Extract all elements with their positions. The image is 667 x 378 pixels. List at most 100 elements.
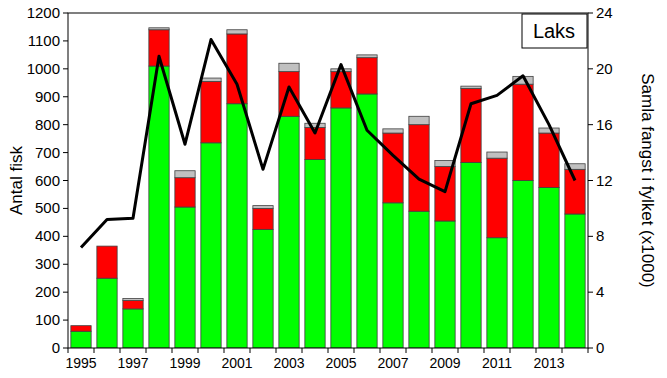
y-tick-label: 800 (35, 116, 60, 133)
bar-segment (227, 34, 247, 104)
y-tick (63, 264, 68, 265)
y2-tick-label: 12 (596, 172, 613, 189)
bar-segment (409, 125, 429, 212)
y2-tick-label: 20 (596, 60, 613, 77)
bar-segment (435, 221, 455, 348)
bar-segment (305, 160, 325, 348)
y2-tick (588, 348, 593, 349)
y2-tick-label: 0 (596, 339, 604, 356)
x-tick (562, 348, 563, 353)
x-tick (302, 348, 303, 353)
y-tick-label: 300 (35, 255, 60, 272)
x-tick-label: 1995 (65, 355, 96, 371)
y-tick-label: 1200 (27, 4, 60, 21)
bar-segment (409, 116, 429, 124)
bar-segment (357, 58, 377, 94)
y-tick (63, 348, 68, 349)
bar-segment (253, 229, 273, 348)
bar-segment (201, 81, 221, 142)
x-tick-label: 2003 (273, 355, 304, 371)
x-tick-label: 1999 (169, 355, 200, 371)
bar-segment (357, 55, 377, 58)
bar-segment (97, 246, 117, 278)
x-tick (120, 348, 121, 353)
bar-segment (227, 30, 247, 34)
x-tick (354, 348, 355, 353)
y-axis-label: Antal fisk (7, 146, 26, 215)
y-tick (63, 13, 68, 14)
y-tick-label: 900 (35, 88, 60, 105)
y-tick-label: 200 (35, 283, 60, 300)
y-tick-label: 0 (52, 339, 60, 356)
line (81, 40, 575, 248)
bar-segment (565, 214, 585, 348)
bar-segment (149, 28, 169, 30)
y2-tick (588, 124, 593, 125)
y-tick-label: 500 (35, 199, 60, 216)
y-tick-label: 1100 (28, 32, 60, 49)
bar-segment (383, 203, 403, 348)
x-tick (588, 348, 589, 353)
x-tick (328, 348, 329, 353)
y-tick (63, 292, 68, 293)
x-tick (458, 348, 459, 353)
bar-segment (71, 325, 91, 326)
bar-segment (175, 207, 195, 348)
x-tick (94, 348, 95, 353)
x-tick (536, 348, 537, 353)
bar-segment (383, 129, 403, 133)
x-tick (380, 348, 381, 353)
bar-segment (539, 128, 559, 133)
x-tick (198, 348, 199, 353)
y-tick-label: 700 (35, 144, 60, 161)
x-tick-label: 2009 (429, 355, 460, 371)
x-tick-label: 1997 (117, 355, 148, 371)
y-tick-label: 1000 (27, 60, 60, 77)
x-tick (172, 348, 173, 353)
y2-tick-label: 4 (596, 283, 604, 300)
y-tick (63, 320, 68, 321)
x-tick (276, 348, 277, 353)
y2-tick (588, 292, 593, 293)
y-tick (63, 40, 68, 41)
x-tick-label: 2005 (325, 355, 356, 371)
bar-segment (383, 133, 403, 203)
y2-tick (588, 180, 593, 181)
y-tick (63, 68, 68, 69)
x-tick (484, 348, 485, 353)
bar-segment (253, 208, 273, 229)
y-tick (63, 152, 68, 153)
plot-frame (68, 13, 588, 348)
bar-segment (565, 169, 585, 214)
x-tick (406, 348, 407, 353)
y-tick (63, 124, 68, 125)
bar-segment (513, 181, 533, 349)
y2-tick-label: 24 (596, 4, 613, 21)
bar-segment (331, 72, 351, 108)
y-tick (63, 180, 68, 181)
x-tick-label: 2001 (221, 355, 252, 371)
bar-segment (279, 63, 299, 71)
title: Laks (533, 20, 575, 42)
x-tick (224, 348, 225, 353)
x-tick (510, 348, 511, 353)
bar-segment (71, 326, 91, 332)
bar-segment (487, 152, 507, 158)
bar-segment (461, 86, 481, 88)
bar-segment (227, 104, 247, 348)
x-tick (68, 348, 69, 353)
bar-segment (123, 299, 143, 301)
bar-segment (513, 84, 533, 180)
bar-segment (539, 187, 559, 348)
bar-segment (331, 108, 351, 348)
bar-segment (201, 143, 221, 348)
y2-tick (588, 236, 593, 237)
y2-tick (588, 68, 593, 69)
y-tick (63, 208, 68, 209)
bar-segment (461, 162, 481, 348)
y2-tick (588, 13, 593, 14)
x-tick-label: 2007 (377, 355, 408, 371)
bar-segment (71, 331, 91, 348)
y-tick (63, 236, 68, 237)
x-tick (250, 348, 251, 353)
